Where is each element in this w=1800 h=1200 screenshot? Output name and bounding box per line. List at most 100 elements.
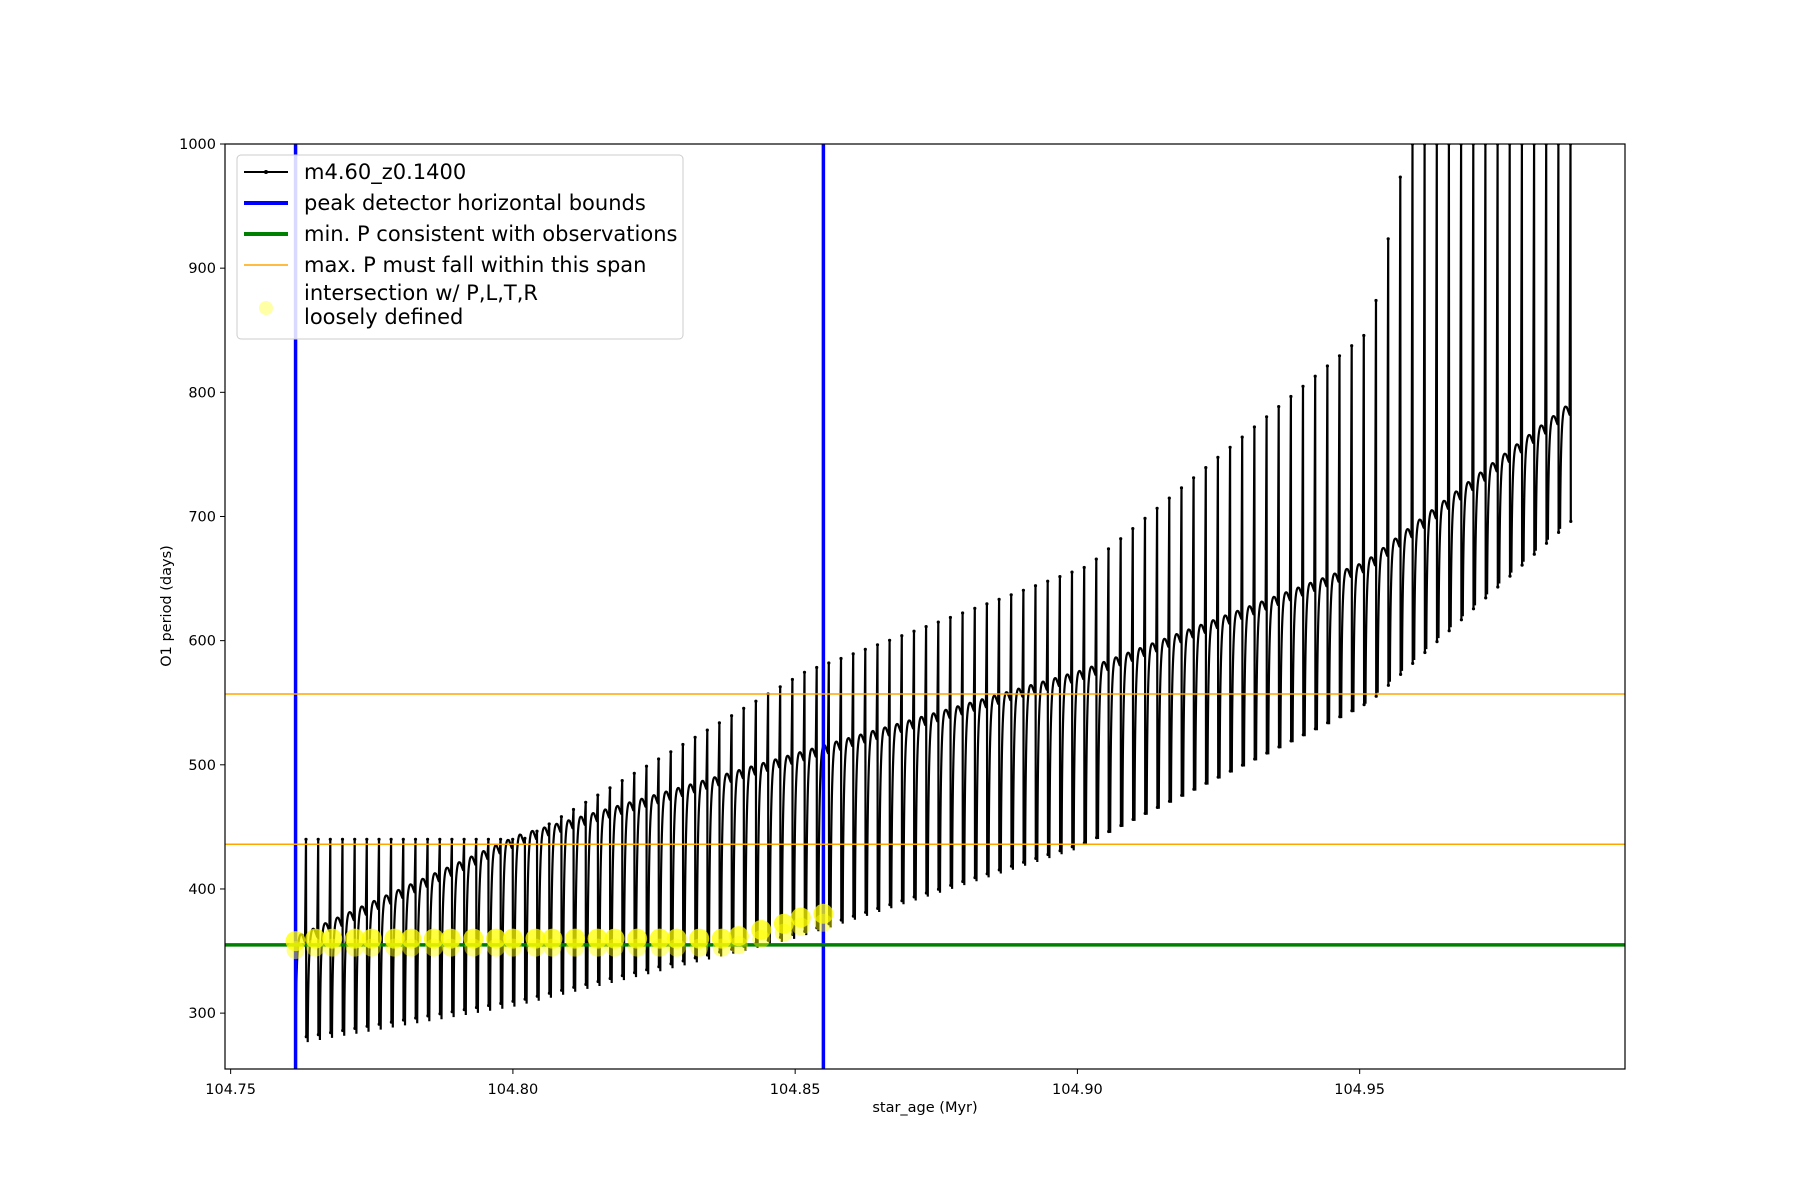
pulse-track-point [511, 999, 515, 1003]
intersection-point [285, 931, 306, 952]
pulse-track-point [584, 800, 588, 804]
intersection-point [728, 926, 749, 947]
pulse-track-point [1240, 435, 1244, 439]
pulse-track-point [1289, 739, 1293, 743]
pulse-track-point [353, 837, 357, 841]
pulse-track-point [1362, 703, 1366, 707]
pulse-track-point [1143, 516, 1147, 521]
pulse-track-point [1167, 496, 1171, 500]
pulse-track-point [353, 1026, 357, 1030]
pulse-track-point [596, 793, 600, 797]
legend-label: intersection w/ P,L,T,R loosely defined [304, 281, 538, 329]
pulse-track-point [1034, 856, 1038, 861]
pulse-track-point [1082, 565, 1086, 570]
pulse-track-point [559, 815, 564, 819]
intersection-point [666, 928, 687, 949]
pulse-track-point [827, 922, 831, 926]
pulse-track-point [876, 906, 880, 911]
intersection-point [526, 938, 545, 957]
pulse-track-point [1435, 640, 1439, 644]
pulse-track-point [1058, 575, 1062, 579]
pulse-track-point [486, 837, 490, 841]
pulse-track-point [985, 602, 989, 606]
intersection-point [525, 928, 546, 949]
pulse-track-point [644, 764, 649, 768]
y-tick-label: 500 [188, 758, 216, 774]
intersection-point [423, 928, 444, 949]
pulse-track-point [790, 677, 795, 682]
pulse-track-point [778, 935, 783, 939]
intersection-point [502, 928, 523, 949]
intersection-point [286, 941, 305, 960]
pulse-track-point [936, 887, 941, 891]
pulse-track-point [1508, 574, 1512, 578]
intersection-point [627, 928, 648, 949]
pulse-track-point [499, 837, 503, 841]
pulse-track-point [1070, 570, 1074, 574]
pulse-track-point [365, 1024, 369, 1028]
y-axis: 300 400 500 600 700 800 900 1000 [179, 137, 225, 1022]
intersection-point [306, 938, 325, 957]
y-tick-label: 600 [188, 634, 216, 650]
pulse-track-point [681, 959, 685, 963]
legend-label-line: loosely defined [304, 305, 463, 329]
pulse-track-point [815, 665, 819, 670]
pulse-track-point [839, 656, 843, 661]
intersection-point [345, 938, 364, 957]
pulse-track-point [669, 962, 673, 966]
pulse-track-point [1484, 596, 1488, 600]
intersection-point [384, 928, 405, 949]
pulse-track-point [1167, 799, 1172, 803]
y-tick-label: 1000 [179, 137, 216, 153]
plot-frame [224, 143, 1626, 1070]
pulse-track-point [535, 829, 539, 833]
pulse-track-point [438, 1012, 442, 1016]
intersection-point [322, 928, 343, 949]
intersection-point [361, 928, 382, 949]
pulse-track-point [888, 903, 892, 907]
pulse-track-point [1046, 579, 1050, 583]
pulse-track-point [1046, 852, 1050, 857]
pulse-track-point [511, 837, 515, 841]
x-tick-label: 104.95 [1334, 1082, 1385, 1098]
intersection-point [566, 938, 584, 957]
pulse-track-point [1155, 506, 1159, 510]
intersection-point [385, 938, 404, 957]
pulse-track-point [645, 968, 649, 972]
pulse-track-point [827, 661, 831, 665]
pulse-track-point [997, 868, 1001, 872]
intersection-point [486, 938, 505, 957]
intersection-point [424, 938, 443, 957]
pulse-track-point [851, 652, 855, 656]
pulse-track-point [523, 836, 527, 841]
intersection-point [751, 919, 772, 940]
pulse-track-point [657, 757, 661, 761]
pulse-track-point [462, 837, 466, 841]
pulse-track-point [389, 837, 393, 841]
intersection-point [463, 928, 484, 949]
pulse-track-point [985, 872, 989, 876]
intersection-point [752, 929, 771, 948]
pulse-track-point [1143, 811, 1147, 816]
pulse-track-point [1253, 757, 1257, 761]
pulse-track-point [1240, 763, 1245, 767]
pulse-track-point [1325, 364, 1329, 368]
pulse-track-point [608, 786, 612, 790]
intersection-point [729, 936, 748, 955]
pulse-track-point [1301, 733, 1305, 737]
intersection-point [587, 928, 608, 949]
pulse-track-point [1411, 661, 1415, 666]
pulse-track-point [924, 625, 928, 629]
intersection-point [344, 928, 365, 949]
pulse-track-point [742, 706, 746, 711]
pulse-track-point [1180, 793, 1184, 797]
x-tick-label: 104.85 [770, 1082, 821, 1098]
pulse-track-point [377, 1022, 381, 1026]
pulse-track-point [426, 837, 430, 841]
pulse-track-point [802, 670, 807, 674]
pulse-track-point [681, 742, 685, 747]
pulse-track-point [365, 837, 369, 841]
pulse-track-point [571, 807, 576, 812]
legend-label: peak detector horizontal bounds [304, 191, 646, 215]
